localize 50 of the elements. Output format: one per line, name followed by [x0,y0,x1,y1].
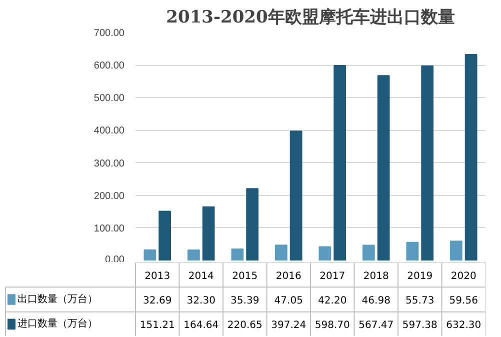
bar [334,64,346,260]
y-tick-label: 200.00 [94,190,125,202]
x-tick-label: 2019 [407,270,433,282]
x-tick-label: 2016 [276,270,302,282]
data-label: 598.70 [314,320,350,332]
y-tick-label: 400.00 [94,126,125,137]
bar [158,210,171,260]
data-label: 59.56 [449,296,478,306]
chart-title: 2013-2020年欧盟摩托车进出口数量 [166,8,455,28]
bar [290,130,302,260]
data-label: 397.24 [271,320,306,332]
data-label: 597.38 [402,320,438,332]
bar [275,244,288,260]
y-tick-label: 100.00 [94,223,125,234]
data-label: 46.98 [362,296,390,306]
bar [450,240,462,260]
x-tick-label: 2015 [232,270,258,282]
legend-label: 出口数量（万台） [18,293,98,305]
bar [188,249,200,260]
bar [464,54,478,260]
x-tick-label: 2020 [450,270,476,282]
data-label: 42.20 [318,296,347,306]
data-label: 32.69 [143,296,172,306]
bar [421,65,434,260]
x-tick-label: 2013 [144,270,170,282]
bar [377,75,390,260]
data-label: 164.64 [184,320,219,332]
data-label: 632.30 [446,320,482,332]
x-tick-label: 2018 [363,270,389,282]
y-tick-label: 300.00 [94,158,125,170]
data-label: 55.73 [406,296,434,306]
data-label: 567.47 [358,320,394,332]
bar [202,206,215,260]
legend-label: 进口数量（万台） [18,318,98,330]
y-tick-label: 500.00 [94,93,125,104]
bar [362,244,375,260]
data-label: 32.30 [186,296,216,306]
data-label: 35.39 [230,296,260,306]
bar [231,248,244,260]
y-tick-label: 700.00 [94,28,125,39]
x-tick-label: 2017 [320,270,346,282]
bar [406,242,419,260]
data-label: 220.65 [227,320,262,332]
bar [318,246,332,260]
y-tick-label: 600.00 [94,60,125,72]
x-tick-label: 2014 [188,270,214,282]
bar [144,249,156,260]
bar [246,188,258,260]
data-label: 47.05 [274,296,303,306]
data-label: 151.21 [140,320,175,332]
